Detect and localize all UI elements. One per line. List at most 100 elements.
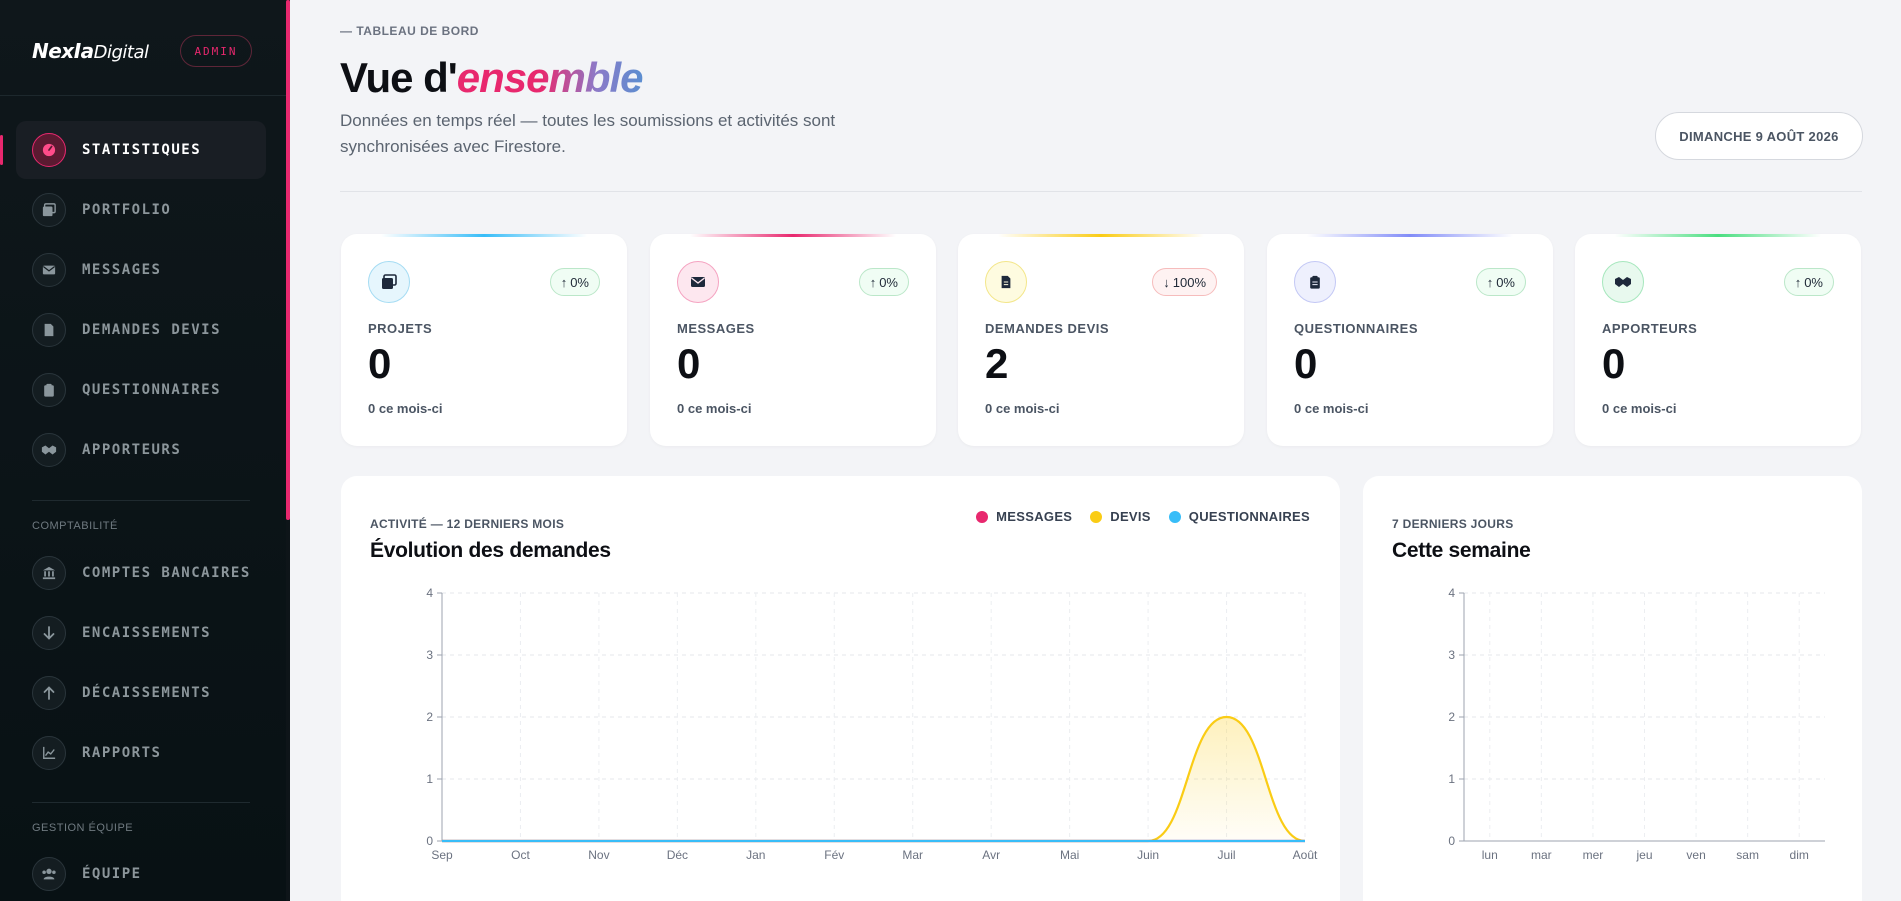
sidebar-item-label: MESSAGES <box>82 262 162 278</box>
x-tick-label: Juil <box>1218 848 1236 862</box>
stat-label: MESSAGES <box>677 321 755 336</box>
stat-card-messages[interactable]: ↑ 0% MESSAGES 0 0 ce mois-ci <box>650 234 936 446</box>
sidebar-item-label: APPORTEURS <box>82 442 182 458</box>
legend-item-devis[interactable]: DEVIS <box>1090 509 1151 524</box>
panel-title: Cette semaine <box>1392 539 1531 562</box>
stat-subtext: 0 ce mois-ci <box>368 401 443 416</box>
x-tick-label: lun <box>1482 848 1498 862</box>
stat-label: APPORTEURS <box>1602 321 1698 336</box>
activity-line-chart: 0 1 2 3 4 Sep Oct Nov Déc Jan Fév Mar Avr Mai Juin Juil… <box>426 586 1318 862</box>
arrow-down-icon: ↓ <box>1163 274 1170 290</box>
x-tick-label: dim <box>1790 848 1809 862</box>
sidebar-item-label: STATISTIQUES <box>82 142 202 158</box>
arrow-down-icon <box>32 616 66 650</box>
sidebar-item-label: RAPPORTS <box>82 745 162 761</box>
clipboard-icon <box>1294 261 1336 303</box>
stat-value: 0 <box>1602 340 1626 387</box>
legend-item-messages[interactable]: MESSAGES <box>976 509 1072 524</box>
legend-dot <box>1168 510 1181 523</box>
sidebar-divider <box>32 802 250 803</box>
card-accent-line <box>690 234 896 237</box>
sidebar-item-label: PORTFOLIO <box>82 202 172 218</box>
dashboard-gauge-icon <box>32 133 66 167</box>
chart-legend: MESSAGES DEVIS QUESTIONNAIRES <box>976 509 1310 524</box>
sidebar-item-demandes-devis[interactable]: DEMANDES DEVIS <box>16 301 266 359</box>
y-tick-label: 2 <box>1448 710 1455 724</box>
sidebar-item-label: ENCAISSEMENTS <box>82 625 212 641</box>
y-tick-label: 1 <box>1448 772 1455 786</box>
sidebar-scrollbar[interactable] <box>286 0 290 520</box>
sidebar-item-messages[interactable]: MESSAGES <box>16 241 266 299</box>
sidebar-item-statistiques[interactable]: STATISTIQUES <box>0 121 266 179</box>
stat-label: PROJETS <box>368 321 433 336</box>
x-tick-label: sam <box>1736 848 1759 862</box>
sidebar-item-label: DÉCAISSEMENTS <box>82 685 212 701</box>
sidebar-item-rapports[interactable]: RAPPORTS <box>16 724 266 782</box>
page-title-plain: Vue d' <box>340 54 458 101</box>
sidebar-item-decaissements[interactable]: DÉCAISSEMENTS <box>16 664 266 722</box>
x-tick-label: Jan <box>746 848 765 862</box>
x-tick-label: Nov <box>588 848 609 862</box>
envelope-icon <box>677 261 719 303</box>
document-icon <box>985 261 1027 303</box>
section-label-comptabilite: COMPTABILITÉ <box>32 520 118 532</box>
sidebar-item-encaissements[interactable]: ENCAISSEMENTS <box>16 604 266 662</box>
page-subtitle: Données en temps réel — toutes les soumi… <box>340 111 836 156</box>
sidebar-item-questionnaires[interactable]: QUESTIONNAIRES <box>16 361 266 419</box>
trend-badge: ↓ 100% <box>1152 268 1217 296</box>
arrow-up-icon <box>32 676 66 710</box>
arrow-up-icon: ↑ <box>869 274 877 290</box>
handshake-icon <box>1602 261 1644 303</box>
sidebar-item-comptes-bancaires[interactable]: COMPTES BANCAIRES <box>16 544 266 602</box>
card-accent-line <box>381 234 587 237</box>
arrow-up-icon: ↑ <box>1794 274 1802 290</box>
arrow-up-icon: ↑ <box>1486 274 1494 290</box>
sidebar-item-apporteurs[interactable]: APPORTEURS <box>16 421 266 479</box>
sidebar-item-portfolio[interactable]: PORTFOLIO <box>16 181 266 239</box>
stat-label: DEMANDES DEVIS <box>985 321 1110 336</box>
x-tick-label: Avr <box>982 848 1000 862</box>
header-divider <box>340 191 1862 192</box>
sidebar-item-label: DEMANDES DEVIS <box>82 322 222 338</box>
trend-value: 0% <box>570 274 589 290</box>
page-kicker: — TABLEAU DE BORD <box>340 24 479 38</box>
admin-badge: ADMIN <box>180 35 252 67</box>
x-tick-label: Août <box>1293 848 1318 862</box>
y-tick-label: 2 <box>426 710 433 724</box>
legend-dot <box>1090 510 1103 523</box>
x-tick-label: Déc <box>667 848 688 862</box>
stat-value: 2 <box>985 340 1009 387</box>
x-tick-label: Oct <box>511 848 530 862</box>
brand-logo-bold: NexIa <box>32 39 94 63</box>
stat-card-apporteurs[interactable]: ↑ 0% APPORTEURS 0 0 ce mois-ci <box>1575 234 1861 446</box>
envelope-icon <box>32 253 66 287</box>
legend-item-questionnaires[interactable]: QUESTIONNAIRES <box>1168 509 1310 524</box>
sidebar-divider <box>0 95 286 96</box>
trend-value: 0% <box>879 274 898 290</box>
y-tick-label: 3 <box>426 648 433 662</box>
brand-logo[interactable]: NexIaDigital <box>32 36 149 66</box>
y-tick-label: 4 <box>1448 586 1455 600</box>
card-accent-line <box>998 234 1204 237</box>
x-tick-label: ven <box>1686 848 1705 862</box>
stat-card-questionnaires[interactable]: ↑ 0% QUESTIONNAIRES 0 0 ce mois-ci <box>1267 234 1553 446</box>
stat-subtext: 0 ce mois-ci <box>677 401 752 416</box>
legend-label: DEVIS <box>1110 509 1151 524</box>
stat-card-projets[interactable]: ↑ 0% PROJETS 0 0 ce mois-ci <box>341 234 627 446</box>
panel-title: Évolution des demandes <box>370 539 611 562</box>
stat-label: QUESTIONNAIRES <box>1294 321 1419 336</box>
sidebar-item-equipe[interactable]: ÉQUIPE <box>16 845 266 901</box>
panel-kicker: ACTIVITÉ — 12 DERNIERS MOIS <box>370 517 565 531</box>
panel-kicker: 7 DERNIERS JOURS <box>1392 517 1514 531</box>
sidebar: NexIaDigital ADMIN STATISTIQUES PORTFOLI… <box>0 0 290 901</box>
images-icon <box>368 261 410 303</box>
trend-badge: ↑ 0% <box>549 268 600 296</box>
stat-card-demandes-devis[interactable]: ↓ 100% DEMANDES DEVIS 2 0 ce mois-ci <box>958 234 1244 446</box>
x-tick-label: Fév <box>824 848 844 862</box>
handshake-icon <box>32 433 66 467</box>
sidebar-item-label: QUESTIONNAIRES <box>82 382 222 398</box>
document-icon <box>32 313 66 347</box>
y-tick-label: 1 <box>426 772 433 786</box>
trend-badge: ↑ 0% <box>1475 268 1526 296</box>
brand-logo-thin: Digital <box>93 42 149 63</box>
